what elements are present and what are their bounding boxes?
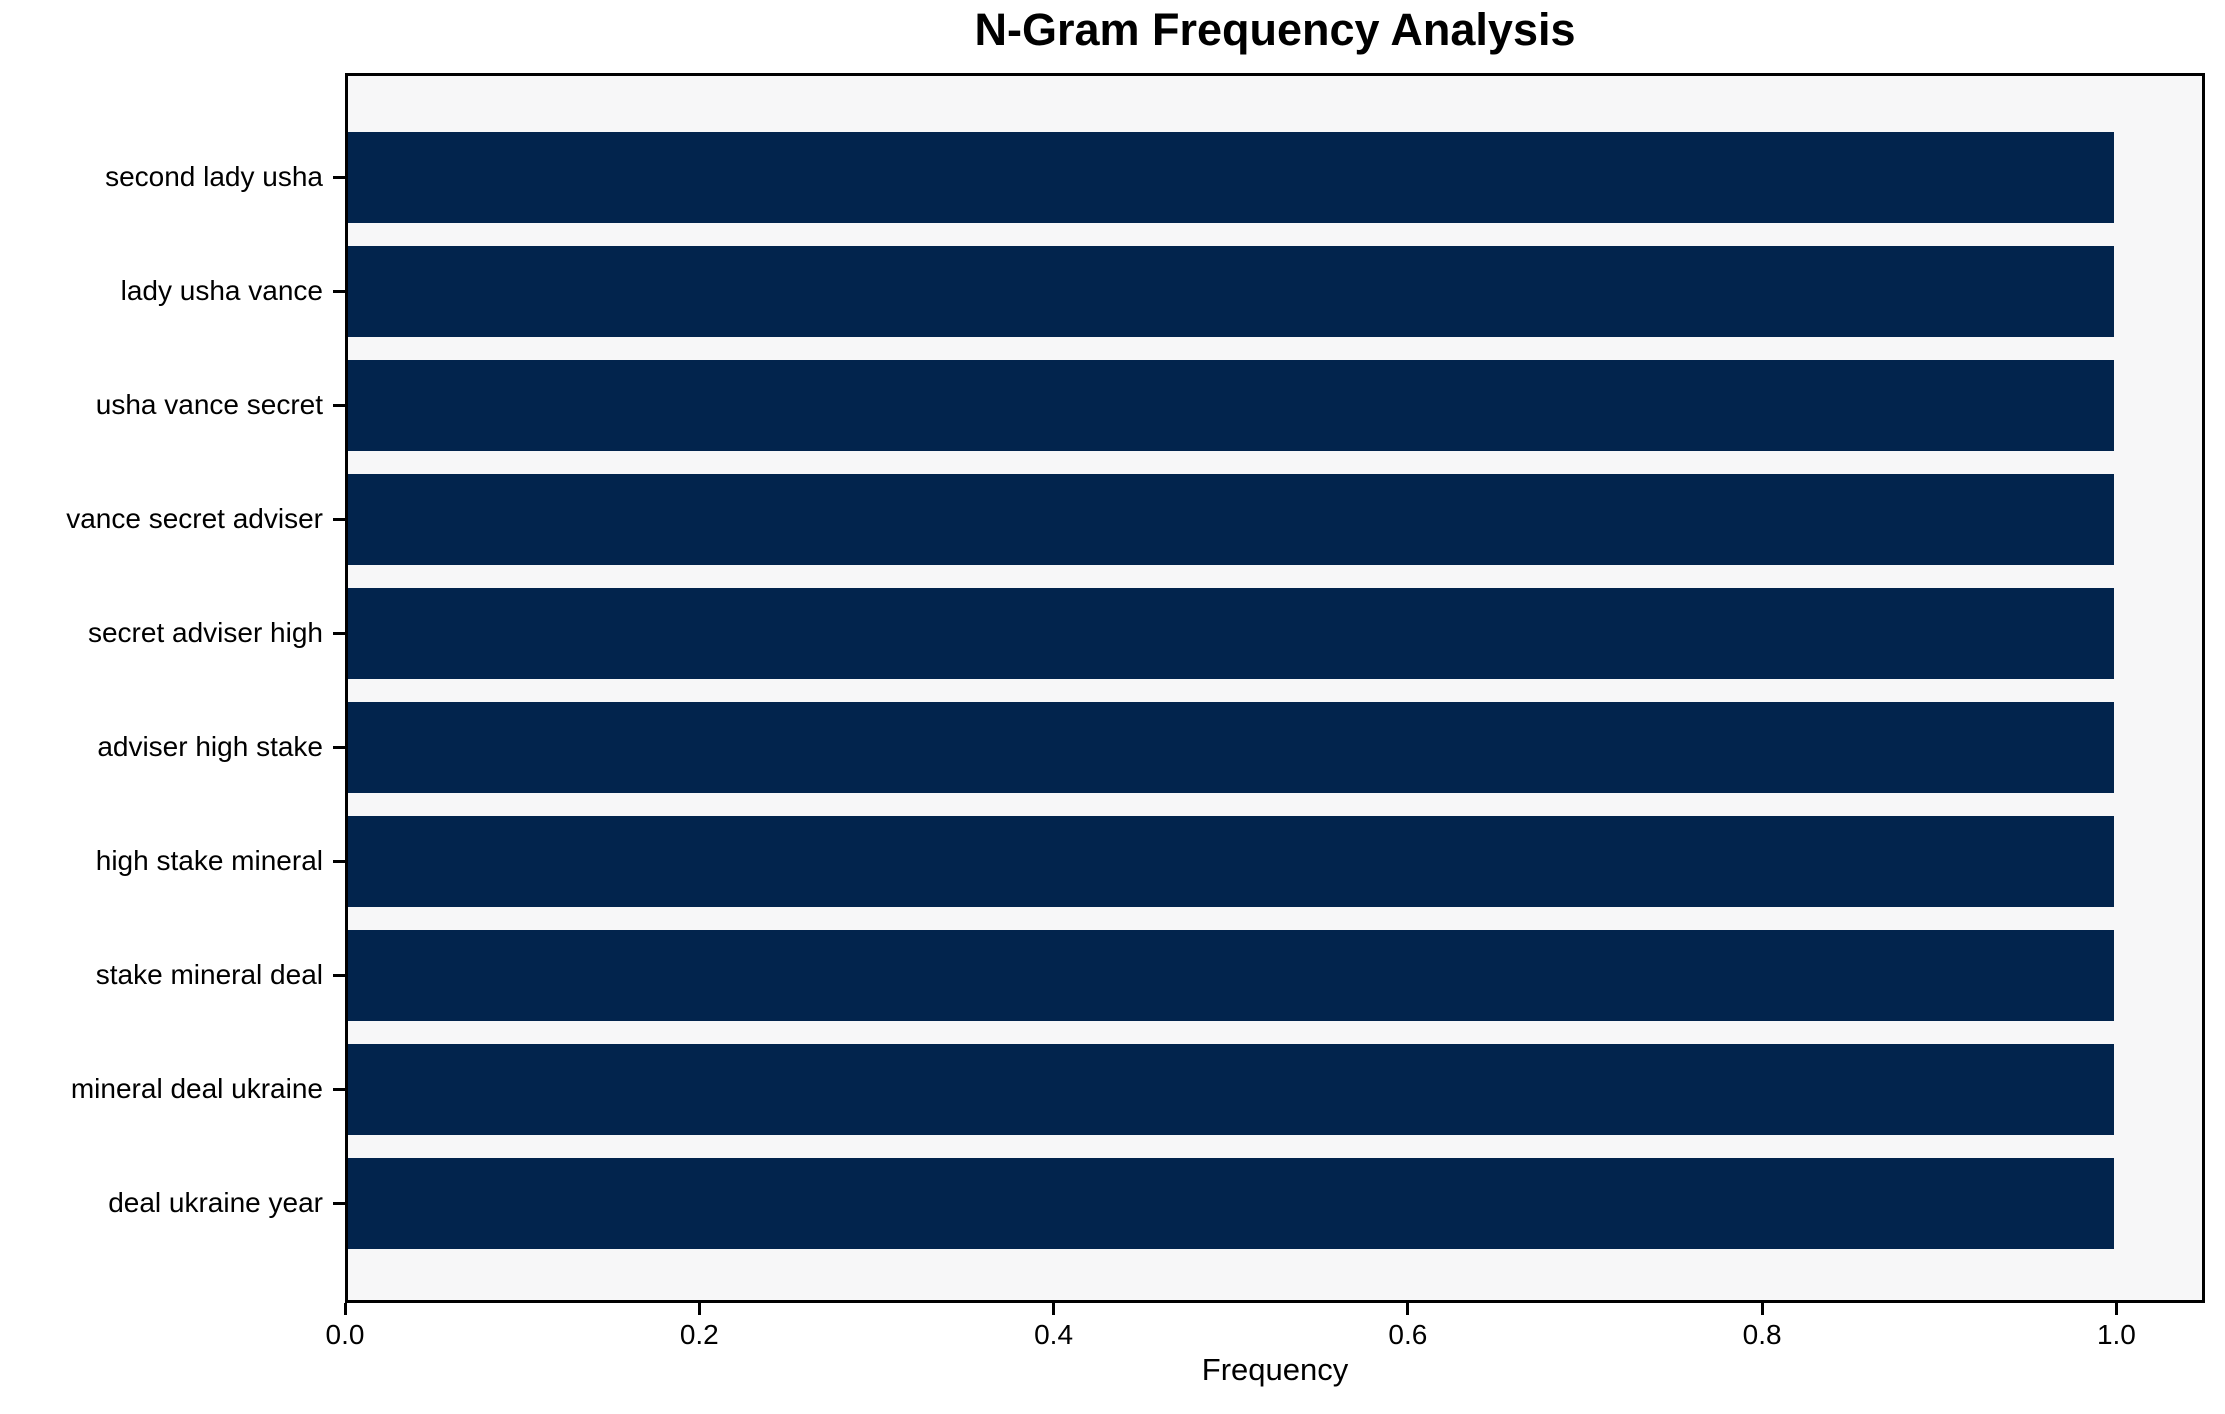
y-tick-label: lady usha vance <box>120 275 323 306</box>
y-tick-label: mineral deal ukraine <box>70 1073 323 1104</box>
bar <box>348 701 2114 793</box>
x-tick-mark <box>697 1303 701 1315</box>
bar <box>348 815 2114 907</box>
y-tick-mark <box>333 632 345 635</box>
y-tick-label: vance secret adviser <box>66 503 323 534</box>
bar <box>348 929 2114 1021</box>
y-tick-mark <box>333 518 345 521</box>
y-tick-mark <box>333 860 345 863</box>
x-tick-mark <box>1406 1303 1410 1315</box>
y-tick-label: stake mineral deal <box>95 959 323 990</box>
plot-area <box>345 73 2205 1303</box>
y-tick-label: adviser high stake <box>97 731 323 762</box>
x-axis-label: Frequency <box>1201 1352 1349 1387</box>
x-tick-mark <box>1760 1303 1764 1315</box>
x-tick-label: 0.4 <box>1034 1319 1074 1350</box>
x-tick-mark <box>2114 1303 2118 1315</box>
x-tick-mark <box>343 1303 347 1315</box>
y-tick-label: deal ukraine year <box>108 1187 323 1218</box>
y-tick-label: high stake mineral <box>95 845 323 876</box>
bar <box>348 1157 2114 1249</box>
y-tick-mark <box>333 1088 345 1091</box>
y-tick-mark <box>333 746 345 749</box>
y-tick-mark <box>333 404 345 407</box>
chart-title: N-Gram Frequency Analysis <box>974 4 1576 55</box>
bar <box>348 473 2114 565</box>
x-tick-label: 0.0 <box>325 1319 365 1350</box>
y-tick-mark <box>333 176 345 179</box>
bar <box>348 359 2114 451</box>
y-tick-label: second lady usha <box>105 161 323 192</box>
bar <box>348 131 2114 223</box>
y-tick-label: secret adviser high <box>87 617 323 648</box>
x-tick-mark <box>1052 1303 1056 1315</box>
y-tick-mark <box>333 974 345 977</box>
bar <box>348 1043 2114 1135</box>
x-tick-label: 0.6 <box>1388 1319 1428 1350</box>
y-tick-mark <box>333 1202 345 1205</box>
y-tick-mark <box>333 290 345 293</box>
x-tick-label: 0.2 <box>679 1319 719 1350</box>
x-tick-label: 0.8 <box>1742 1319 1782 1350</box>
y-tick-label: usha vance secret <box>95 389 323 420</box>
x-tick-label: 1.0 <box>2096 1319 2136 1350</box>
bar <box>348 245 2114 337</box>
bar <box>348 587 2114 679</box>
